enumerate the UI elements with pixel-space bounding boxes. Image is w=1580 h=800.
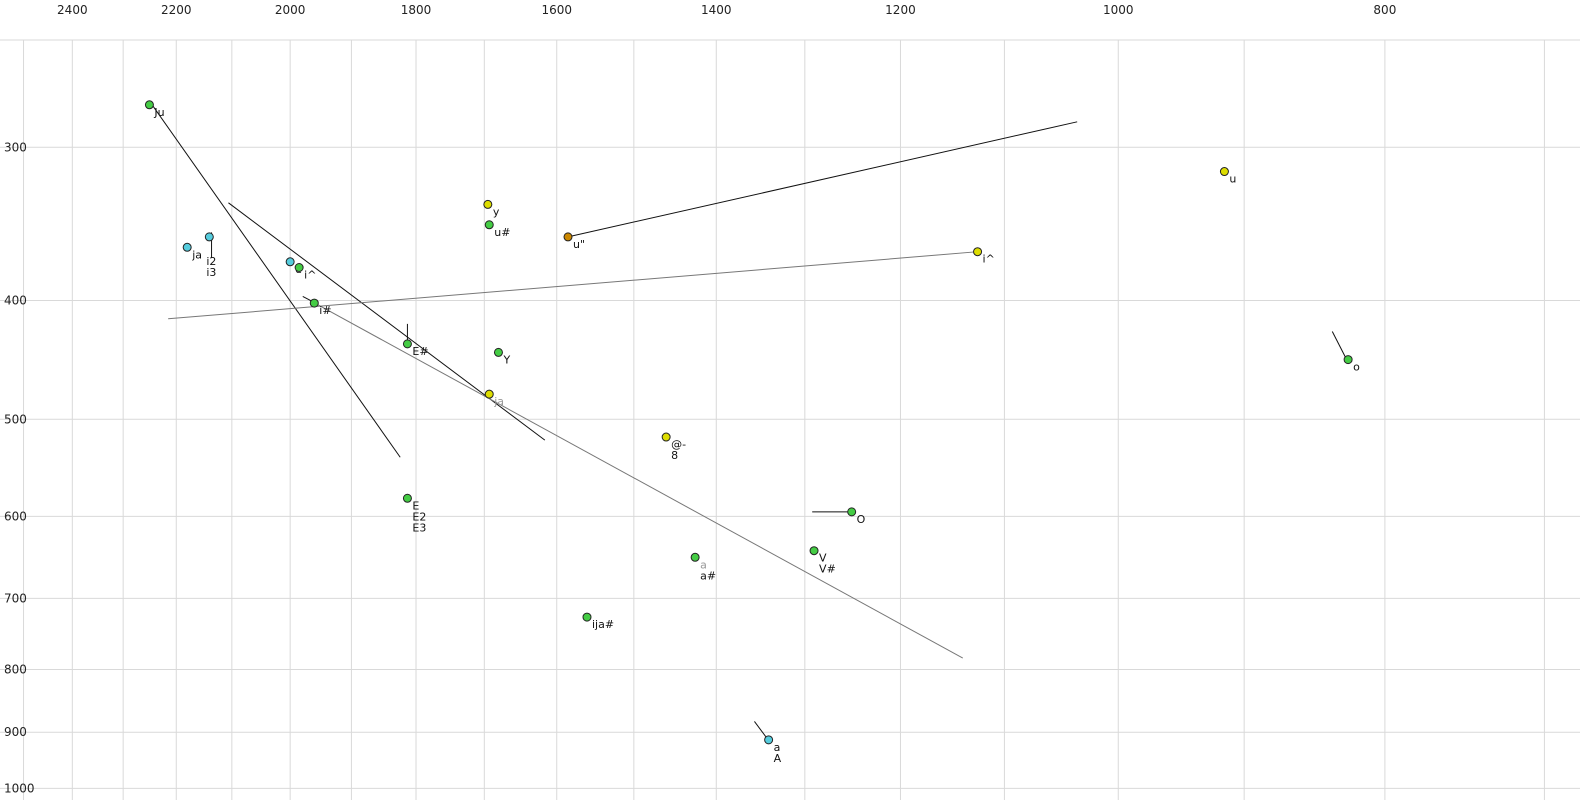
x-axis-tick-label-1400: 1400 — [701, 3, 732, 17]
x-axis-tick-label-2200: 2200 — [161, 3, 192, 17]
data-point-ja-left — [182, 242, 192, 252]
line-o-tick — [1331, 331, 1348, 360]
data-point-y — [483, 199, 493, 209]
data-point-label-a-a-hash-2: a# — [700, 569, 716, 582]
data-point-label-ija-hash: ija# — [592, 618, 614, 631]
x-axis-tick-label-800: 800 — [1373, 3, 1396, 17]
data-point-label-ja-left: ja — [191, 248, 202, 261]
data-point-label-Ju: Ju — [153, 106, 164, 119]
data-point-label-E-E2-E3-2: E2 — [412, 510, 426, 523]
data-point-i-hat-left — [294, 262, 304, 272]
x-axis-tick-label-1600: 1600 — [541, 3, 572, 17]
data-point-V-V-hash — [809, 546, 819, 556]
data-point-Y — [493, 347, 503, 357]
data-point-Ju — [144, 100, 154, 110]
x-axis-tick-label-1000: 1000 — [1103, 3, 1134, 17]
data-point-a-a-hash — [690, 552, 700, 562]
data-point-O — [847, 507, 857, 517]
line-aA-tick — [754, 721, 769, 740]
data-point-label-E-hash: E# — [412, 345, 428, 358]
data-point-label-E-E2-E3-3: E3 — [412, 521, 426, 534]
data-point-E-E2-E3 — [402, 493, 412, 503]
data-point-label-i-hat-left: i^ — [304, 268, 316, 281]
x-axis-tick-label-1800: 1800 — [401, 3, 432, 17]
data-point-label-schwa-8-1: @- — [671, 438, 686, 451]
line-long-gray — [309, 300, 964, 659]
data-point-e — [285, 257, 295, 267]
data-point-label-ja-center: ja — [493, 395, 504, 408]
data-point-label-a-A-2: A — [774, 752, 782, 765]
y-axis-tick-label-1000: 1000 — [4, 781, 35, 795]
x-axis-tick-label-1200: 1200 — [885, 3, 916, 17]
y-axis-tick-label-300: 300 — [4, 140, 27, 154]
x-axis-tick-label-2400: 2400 — [57, 3, 88, 17]
data-point-label-i-hash: i# — [319, 304, 331, 317]
data-point-o — [1343, 355, 1353, 365]
data-point-label-O: O — [857, 513, 866, 526]
data-point-a-A — [764, 735, 774, 745]
line-u-umlaut — [567, 121, 1078, 238]
data-point-label-i-hat-right: i^ — [983, 253, 995, 266]
data-point-ija-hash — [582, 612, 592, 622]
data-point-label-o: o — [1353, 361, 1360, 374]
data-point-label-V-V-hash-2: V# — [819, 563, 836, 576]
data-point-E-hash — [402, 339, 412, 349]
y-axis-tick-label-900: 900 — [4, 725, 27, 739]
data-point-label-u-umlaut: u" — [573, 238, 585, 251]
data-point-label-i2-i3-2: i3 — [206, 266, 216, 279]
line-Ju-down — [151, 104, 401, 458]
y-axis-tick-label-400: 400 — [4, 293, 27, 307]
data-point-label-schwa-8-2: 8 — [671, 449, 678, 462]
data-point-label-a-a-hash-1: a — [700, 558, 707, 571]
y-axis-tick-label-700: 700 — [4, 591, 27, 605]
data-point-label-y: y — [493, 205, 500, 218]
data-point-label-E-E2-E3-1: E — [412, 499, 419, 512]
data-point-i-hat-right — [973, 247, 983, 257]
data-point-u-umlaut — [563, 232, 573, 242]
data-point-label-i2-i3-1: i2 — [206, 255, 216, 268]
data-point-label-Y: Y — [502, 353, 510, 366]
data-point-i2-i3 — [204, 232, 214, 242]
data-point-u — [1219, 167, 1229, 177]
data-point-label-u: u — [1229, 173, 1236, 186]
y-axis-tick-label-500: 500 — [4, 412, 27, 426]
data-point-ja-center — [484, 389, 494, 399]
y-axis-tick-label-600: 600 — [4, 509, 27, 523]
x-axis-tick-label-2000: 2000 — [275, 3, 306, 17]
data-point-label-V-V-hash-1: V — [819, 552, 827, 565]
data-point-schwa-8 — [661, 432, 671, 442]
data-point-label-u-hash: u# — [494, 226, 510, 239]
y-axis-tick-label-800: 800 — [4, 663, 27, 677]
line-shallow-gray — [168, 251, 978, 320]
data-point-i-hash — [309, 298, 319, 308]
data-point-label-a-A-1: a — [774, 741, 781, 754]
data-point-u-hash — [484, 220, 494, 230]
